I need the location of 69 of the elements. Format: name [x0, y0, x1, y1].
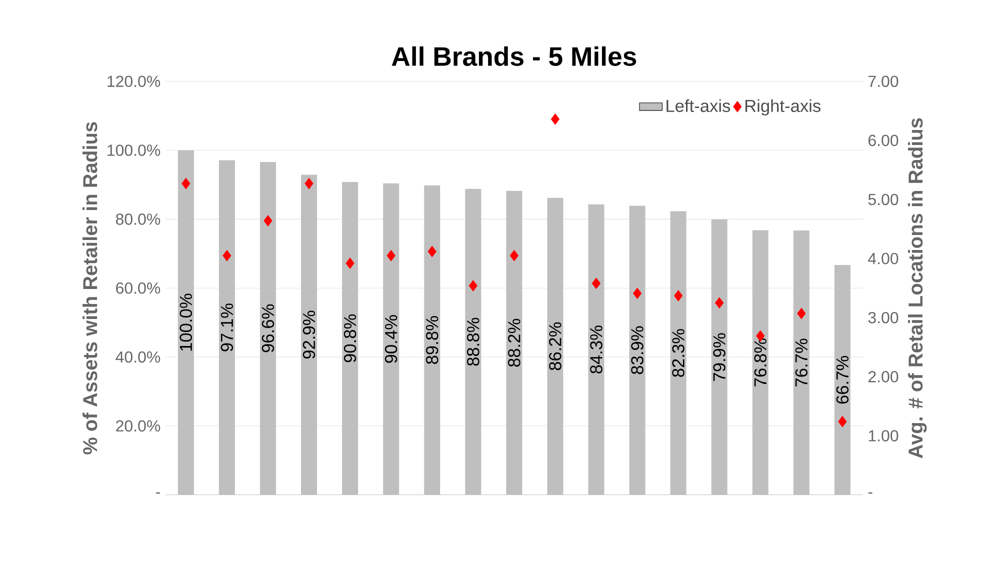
y2-tick-label: 4.00: [868, 253, 898, 264]
y2-tick-label: 5.00: [868, 194, 898, 206]
data-label: 89.8%: [426, 316, 438, 364]
bar: [178, 150, 194, 496]
y2-tick-label: 1.00: [868, 430, 898, 442]
point: [222, 250, 232, 262]
bar: [547, 198, 564, 496]
data-label: 86.2%: [549, 322, 562, 370]
chart-title: All Brands - 5 Miles: [392, 46, 636, 66]
data-label: 76.7%: [795, 338, 808, 387]
point: [633, 288, 642, 300]
y-tick-label: 60.0%: [116, 282, 160, 294]
data-label: 88.2%: [508, 319, 520, 367]
point: [550, 114, 560, 125]
legend-label: Left-axis: [666, 100, 730, 112]
y2-tick-label: 2.00: [868, 371, 898, 383]
point: [674, 290, 683, 302]
point: [838, 416, 847, 428]
bar: [218, 160, 235, 496]
legend-label: Right-axis: [745, 100, 821, 116]
bar: [629, 206, 646, 496]
y2-tick-label: -: [868, 492, 872, 494]
y-tick-label: 120.0%: [108, 76, 160, 88]
bar: [752, 230, 768, 496]
y2-tick-label: 6.00: [868, 134, 898, 146]
data-label: 96.6%: [262, 304, 274, 352]
data-label: 97.1%: [220, 304, 234, 352]
point: [386, 250, 396, 262]
y-tick-label: 100.0%: [108, 144, 160, 156]
bar: [711, 220, 728, 496]
data-label: 84.3%: [590, 326, 602, 374]
point: [468, 280, 478, 292]
data-label: 90.4%: [384, 315, 398, 364]
y2-axis-title: Avg. # of Retail Locations in Radius: [908, 118, 927, 458]
bar: [301, 174, 318, 496]
bar: [424, 186, 440, 496]
bar: [506, 191, 522, 496]
bar: [834, 265, 850, 496]
point: [797, 308, 806, 320]
y-tick-label: 80.0%: [116, 214, 160, 226]
bar: [670, 211, 686, 496]
data-label: 83.9%: [631, 326, 644, 374]
data-label: 88.8%: [467, 318, 480, 366]
bar: [383, 184, 400, 496]
bar: [465, 189, 482, 496]
point: [304, 178, 314, 190]
y2-tick-label: 3.00: [868, 312, 898, 324]
bar: [342, 182, 358, 496]
point: [592, 278, 601, 290]
point: [182, 178, 190, 190]
bar: [260, 162, 276, 496]
point: [346, 258, 354, 270]
point: [428, 246, 436, 258]
y-axis-title: % of Assets with Retailer in Radius: [82, 122, 98, 455]
bar: [793, 230, 810, 496]
bar: [588, 204, 604, 496]
data-label: 92.9%: [302, 311, 316, 359]
point: [264, 215, 272, 227]
data-label: 79.9%: [713, 333, 726, 382]
data-label: 66.7%: [836, 356, 849, 404]
y2-tick-label: 7.00: [868, 76, 898, 88]
y-tick-label: -: [156, 492, 160, 494]
data-label: 82.3%: [672, 329, 684, 378]
point: [715, 297, 724, 309]
y-tick-label: 40.0%: [116, 352, 160, 363]
point: [510, 250, 518, 262]
y-tick-label: 20.0%: [116, 420, 160, 432]
data-label: 76.8%: [754, 338, 767, 386]
data-label: 90.8%: [344, 314, 356, 362]
